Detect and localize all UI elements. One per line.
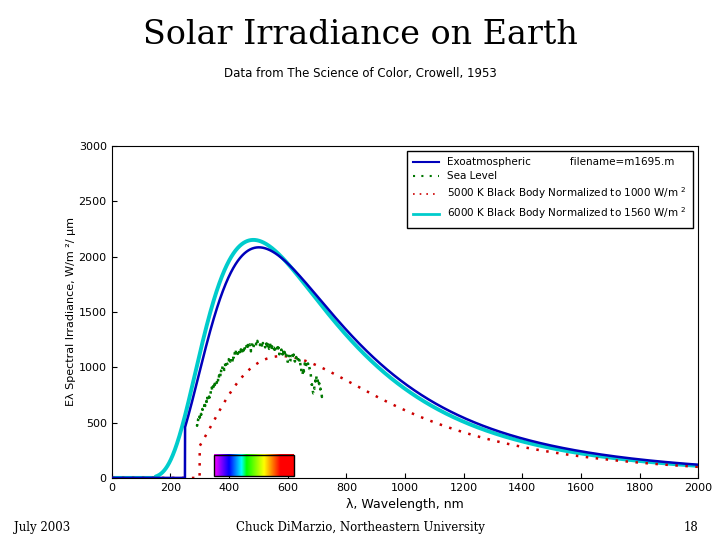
X-axis label: λ, Wavelength, nm: λ, Wavelength, nm: [346, 498, 464, 511]
Text: Chuck DiMarzio, Northeastern University: Chuck DiMarzio, Northeastern University: [235, 521, 485, 534]
Bar: [215, 455, 294, 476]
Text: 18: 18: [684, 521, 698, 534]
Legend: Exoatmospheric            filename=m1695.m, Sea Level, 5000 K Black Body Normali: Exoatmospheric filename=m1695.m, Sea Lev…: [407, 151, 693, 227]
Text: July 2003: July 2003: [14, 521, 71, 534]
Text: Data from The Science of Color, Crowell, 1953: Data from The Science of Color, Crowell,…: [224, 68, 496, 80]
Y-axis label: Eλ Spectral Irradiance, W/m ²/ μm: Eλ Spectral Irradiance, W/m ²/ μm: [66, 217, 76, 407]
Text: Solar Irradiance on Earth: Solar Irradiance on Earth: [143, 19, 577, 51]
